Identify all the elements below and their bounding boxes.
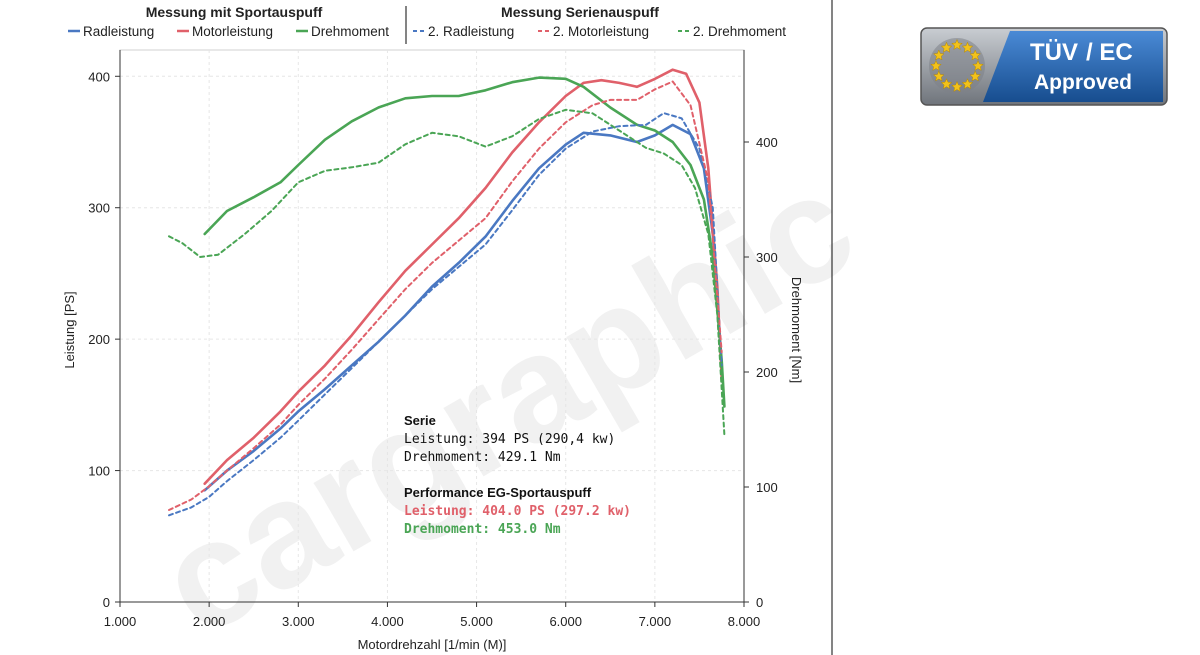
x-tick-label: 6.000 — [549, 614, 582, 629]
series-layer — [168, 68, 726, 517]
legend-label: 2. Motorleistung — [553, 24, 649, 39]
legend-label: Motorleistung — [192, 24, 273, 39]
legend-item-motorleistung: Motorleistung — [177, 24, 273, 39]
tuv-ec-approved-badge: TÜV / EC Approved — [920, 27, 1168, 106]
eu-star — [961, 78, 974, 90]
badge-blue-panel — [983, 31, 1163, 102]
eu-stars-circle — [929, 38, 985, 94]
legend-item-drehmoment: Drehmoment — [296, 24, 389, 39]
legend-label: Radleistung — [83, 24, 154, 39]
y-tick-label: 400 — [88, 69, 110, 84]
badge-suffix: / EC — [1086, 39, 1133, 66]
annotation-box: Serie Leistung: 394 PS (290,4 kw) Drehmo… — [404, 413, 631, 537]
eu-star — [969, 49, 982, 61]
y2-tick-label: 200 — [756, 365, 778, 380]
annotation-perf-torque: Drehmoment: 453.0 Nm — [404, 522, 561, 537]
y-tick-label: 200 — [88, 332, 110, 347]
x-tick-label: 8.000 — [728, 614, 761, 629]
eu-star — [932, 70, 945, 82]
legend-group-serie: Messung Serienauspuff — [501, 4, 659, 20]
y2-tick-label: 100 — [756, 480, 778, 495]
legend-group-sport: Messung mit Sportauspuff — [146, 4, 323, 20]
eu-star — [951, 80, 963, 92]
legend-label: 2. Radleistung — [428, 24, 514, 39]
x-tick-label: 1.000 — [104, 614, 137, 629]
eu-star — [932, 49, 945, 61]
x-tick-label: 7.000 — [639, 614, 672, 629]
x-tick-label: 4.000 — [371, 614, 404, 629]
eu-star — [940, 78, 953, 90]
y-tick-label: 0 — [103, 595, 110, 610]
y-tick-label: 100 — [88, 464, 110, 479]
x-tick-label: 5.000 — [460, 614, 493, 629]
legend-item-2-motorleistung: 2. Motorleistung — [538, 24, 649, 39]
x-axis-title: Motordrehzahl [1/min (M)] — [358, 637, 507, 652]
legend-item-2-radleistung: 2. Radleistung — [413, 24, 514, 39]
annotation-serie-title: Serie — [404, 413, 436, 428]
y2-tick-label: 400 — [756, 135, 778, 150]
series-line-2-motorleistung — [168, 80, 723, 511]
eu-star — [940, 41, 953, 53]
eu-star — [930, 59, 942, 71]
x-tick-label: 2.000 — [193, 614, 226, 629]
legend-item-radleistung: Radleistung — [68, 24, 154, 39]
y-tick-label: 300 — [88, 201, 110, 216]
watermark: cargraphic — [132, 139, 880, 655]
badge-brand: TÜV — [1030, 39, 1078, 66]
y-axis-title: Leistung [PS] — [62, 291, 77, 368]
annotation-serie-power: Leistung: 394 PS (290,4 kw) — [404, 432, 615, 447]
annotation-perf-title: Performance EG-Sportauspuff — [404, 485, 592, 500]
y2-tick-label: 0 — [756, 595, 763, 610]
eu-stars-icon — [930, 38, 984, 92]
badge-approved: Approved — [1034, 71, 1132, 94]
series-line-motorleistung — [203, 68, 723, 485]
series-line-drehmoment — [203, 76, 726, 408]
legend-item-2-drehmoment: 2. Drehmoment — [678, 24, 786, 39]
annotation-serie-torque: Drehmoment: 429.1 Nm — [404, 450, 561, 465]
x-tick-label: 3.000 — [282, 614, 315, 629]
eu-star — [972, 59, 984, 71]
legend-label: Drehmoment — [311, 24, 389, 39]
y2-tick-label: 300 — [756, 250, 778, 265]
eu-star — [961, 41, 974, 53]
series-line-radleistung — [203, 123, 723, 492]
eu-star — [969, 70, 982, 82]
eu-star — [951, 38, 963, 50]
axes: 1.000 2.000 3.000 4.000 5.000 6.000 7.000 8.000… — [88, 50, 778, 629]
legend-label: 2. Drehmoment — [693, 24, 786, 39]
series-line-2-drehmoment — [168, 108, 726, 437]
annotation-perf-power: Leistung: 404.0 PS (297.2 kw) — [404, 504, 631, 519]
series-line-2-radleistung — [168, 112, 723, 517]
y2-axis-title: Drehmoment [Nm] — [789, 277, 804, 383]
